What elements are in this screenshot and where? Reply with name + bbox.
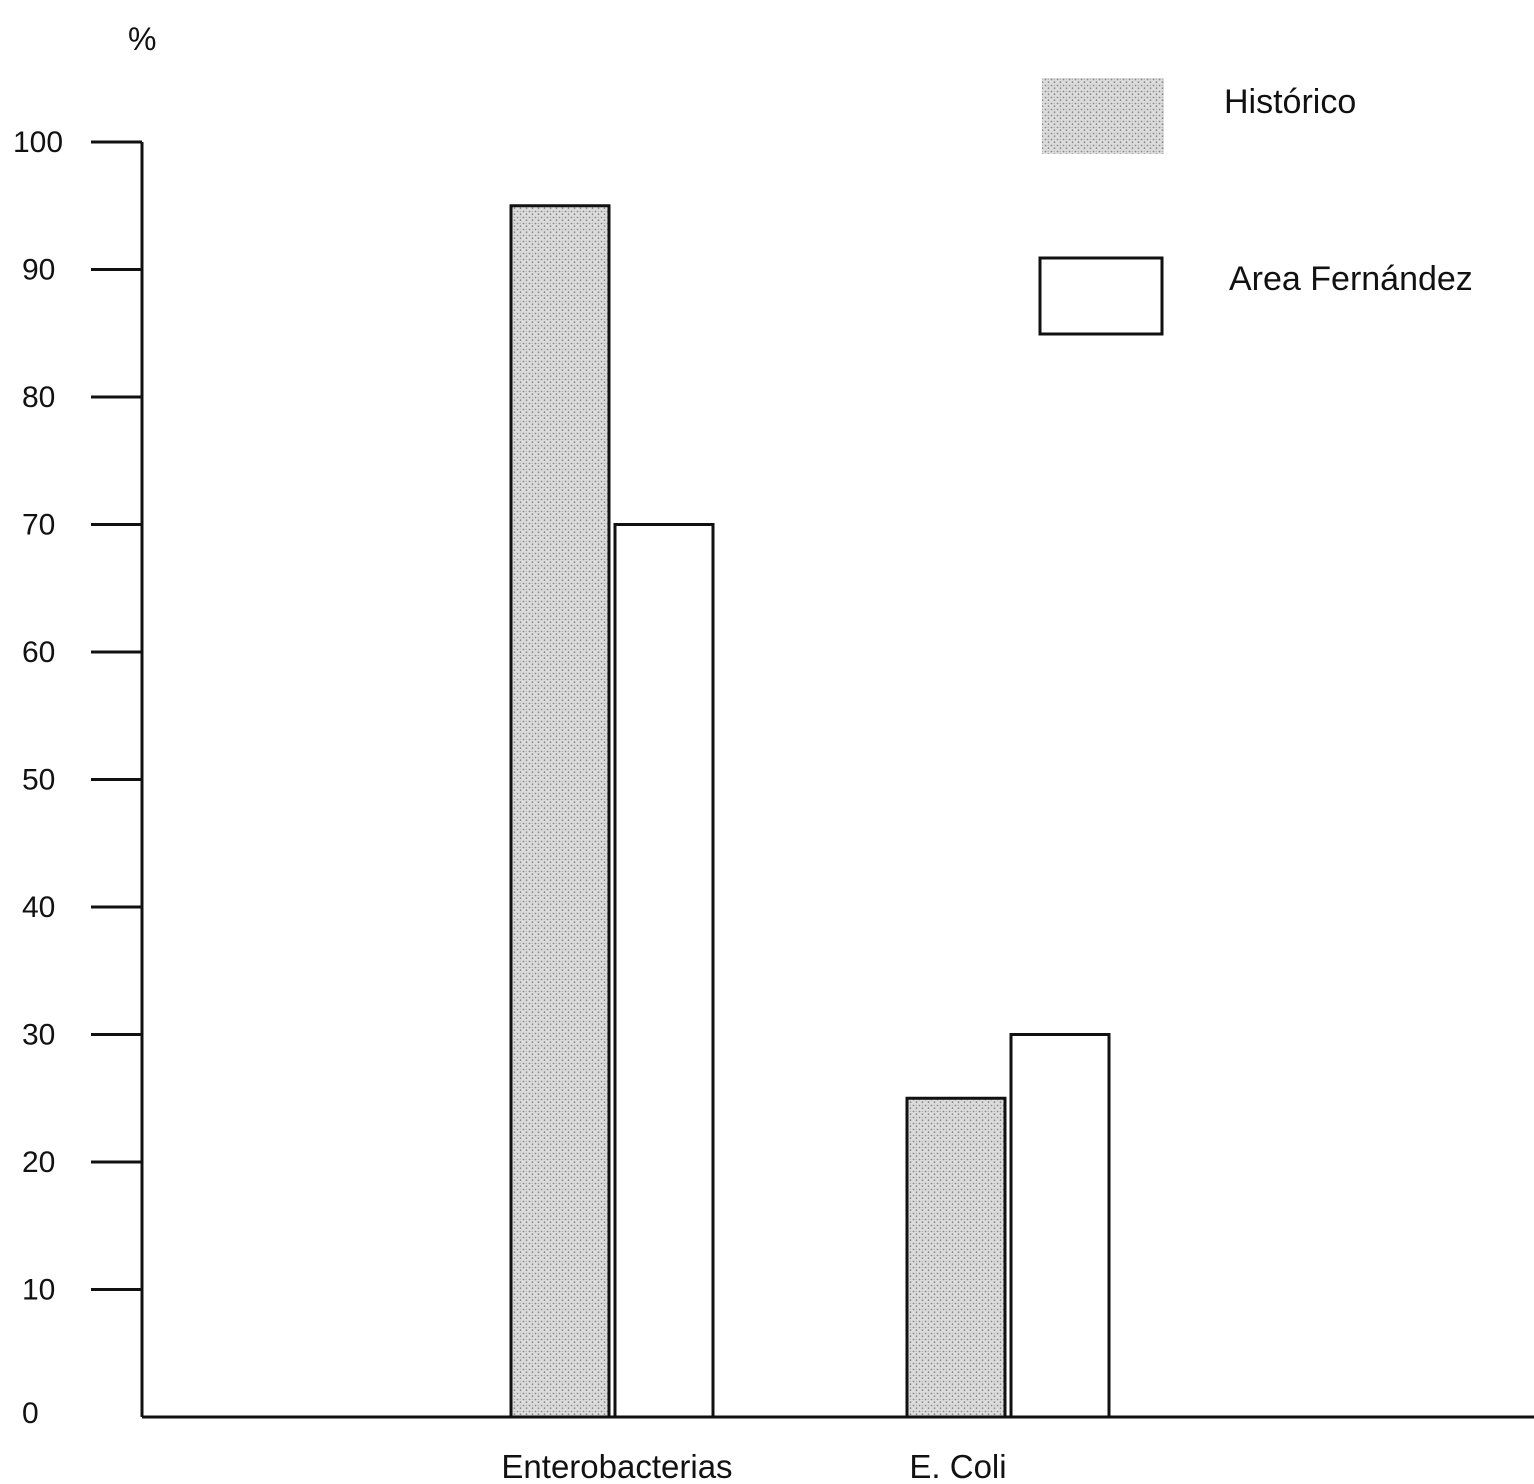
bar-area-fernandez-e-coli: [1009, 1033, 1111, 1419]
legend-swatch-area-fernandez: [1038, 256, 1164, 336]
y-axis: 0 10 20 30 40 50 60 70 80 90 100: [13, 126, 144, 1430]
y-tick-label: 30: [22, 1019, 55, 1052]
legend-label-area-fernandez: Area Fernández: [1229, 260, 1473, 298]
y-tick-label: 60: [22, 636, 55, 669]
y-tick-label: 50: [22, 764, 55, 797]
category-labels: Enterobacterias E. Coli: [501, 1448, 1006, 1484]
legend-swatch-historico: [1042, 78, 1164, 154]
y-tick-label: 90: [22, 254, 55, 287]
bars: [509, 204, 1111, 1419]
y-tick-label: 20: [22, 1146, 55, 1179]
category-label: E. Coli: [909, 1448, 1006, 1484]
bar-historico-e-coli: [905, 1096, 1007, 1419]
y-axis-unit-label: %: [128, 21, 156, 57]
category-label: Enterobacterias: [501, 1448, 732, 1484]
y-tick-label: 80: [22, 381, 55, 414]
y-tick-label: 0: [22, 1397, 39, 1430]
y-tick-label: 70: [22, 509, 55, 542]
bar-historico-enterobacterias: [509, 204, 611, 1419]
legend: Histórico Area Fernández: [1038, 78, 1473, 336]
y-tick-label: 10: [22, 1274, 55, 1307]
legend-label-historico: Histórico: [1224, 83, 1356, 121]
bar-area-fernandez-enterobacterias: [613, 523, 715, 1419]
y-tick-label: 40: [22, 891, 55, 924]
y-tick-label: 100: [13, 126, 63, 159]
